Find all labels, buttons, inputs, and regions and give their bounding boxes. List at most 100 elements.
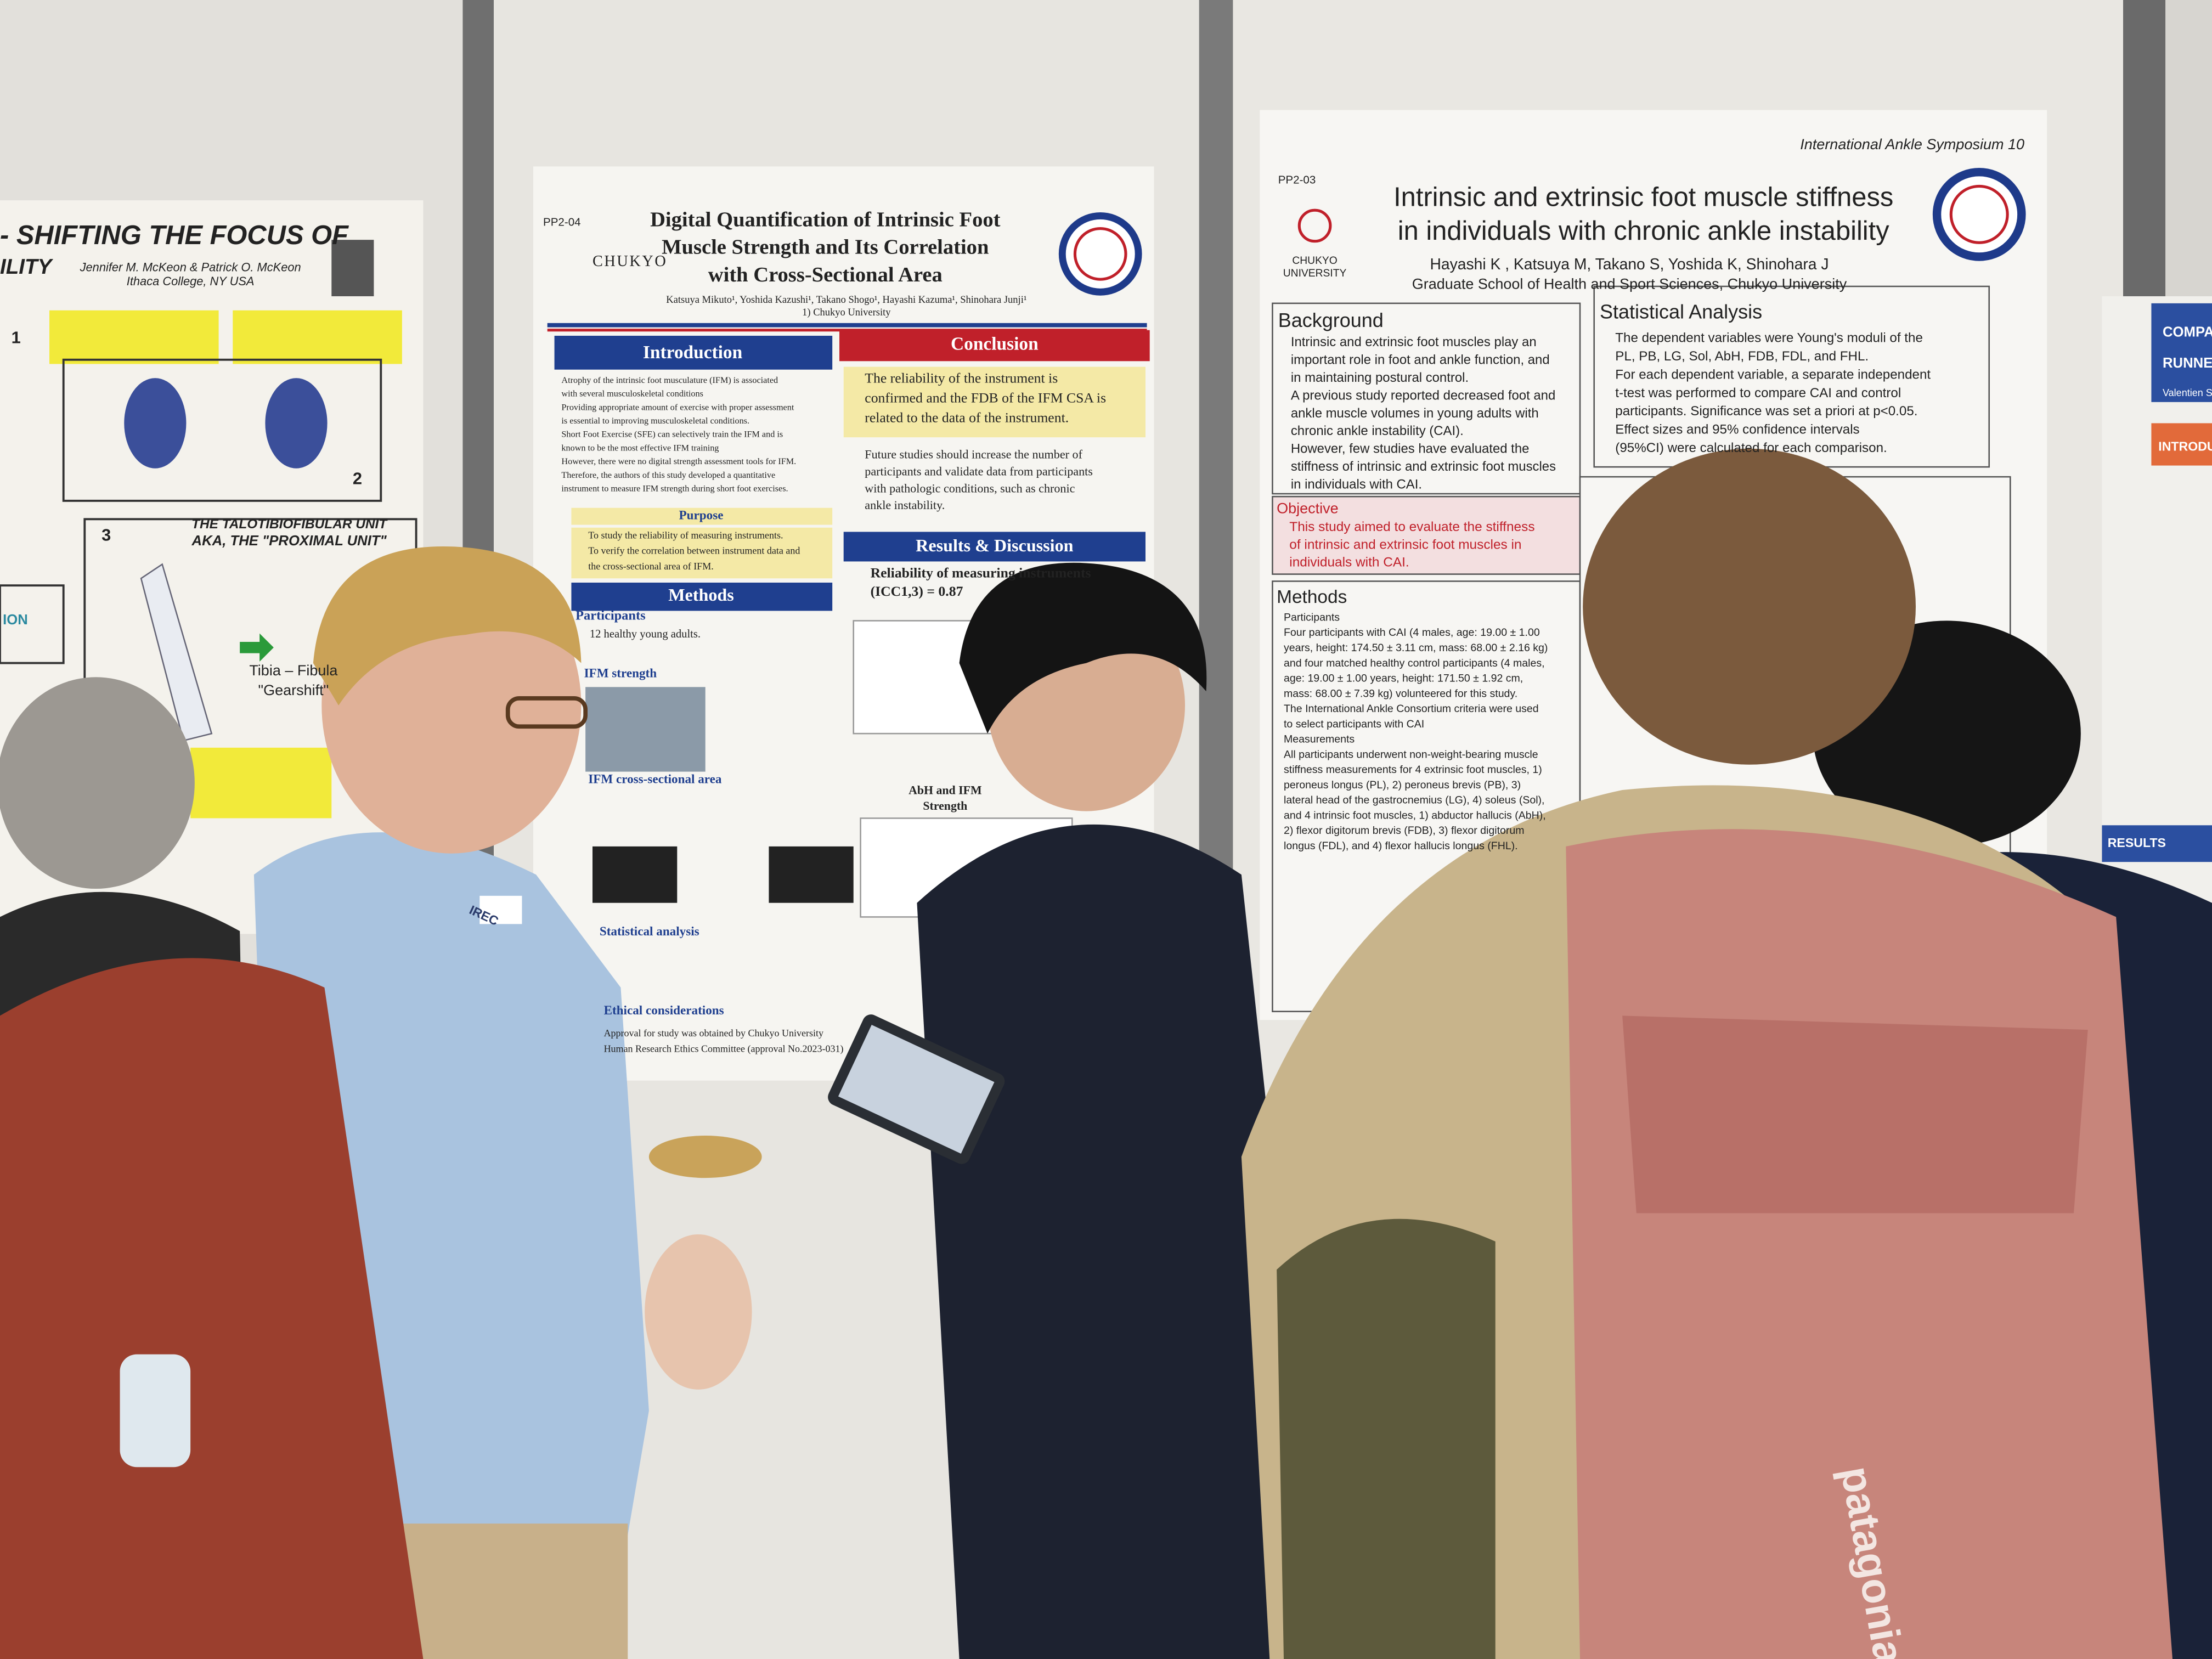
poster-text: 12 healthy young adults.: [590, 628, 701, 640]
poster-line: mass: 68.00 ± 7.39 kg) volunteered for t…: [1284, 687, 1517, 699]
poster-line: ankle muscle volumes in young adults wit…: [1291, 406, 1539, 421]
poster-line: t-test was performed to compare CAI and …: [1615, 386, 1901, 400]
poster-line: The reliability of the instrument is: [865, 370, 1058, 386]
poster-line: Digital Quantification of Intrinsic Foot: [650, 208, 1001, 232]
poster-line: The International Ankle Consortium crite…: [1284, 703, 1539, 715]
poster-line: Providing appropriate amount of exercise…: [561, 402, 794, 412]
poster-line: stiffness measurements for 4 extrinsic f…: [1284, 764, 1542, 776]
poster-line: important role in foot and ankle functio…: [1291, 353, 1550, 368]
section-heading: Objective: [1277, 500, 1339, 516]
poster-line: to select participants with CAI: [1284, 718, 1424, 730]
poster-line: Intrinsic and extrinsic foot muscle stif…: [1393, 182, 1893, 212]
poster-text: Participants: [575, 608, 645, 623]
logo: [1949, 184, 2009, 244]
poster-line: Measurements: [1284, 733, 1355, 746]
poster-line: Short Foot Exercise (SFE) can selectivel…: [561, 430, 783, 439]
poster-line: age: 19.00 ± 1.00 years, height: 171.50 …: [1284, 673, 1523, 685]
poster-line: Approval for study was obtained by Chuky…: [604, 1028, 823, 1039]
poster-line: However, there were no digital strength …: [561, 456, 796, 466]
poster-text: AKA, THE "PROXIMAL UNIT": [191, 533, 387, 549]
note-box: [190, 747, 332, 819]
poster-line: Muscle Strength and Its Correlation: [662, 236, 989, 259]
section-heading: Introduction: [643, 342, 743, 363]
poster-line: is essential to improving musculoskeleta…: [561, 416, 749, 426]
logo: [1932, 168, 2026, 261]
highlight-box: [843, 366, 1146, 438]
foot-model: [124, 378, 187, 469]
poster-line: UNIVERSITY: [1283, 268, 1347, 279]
logo: [1073, 227, 1127, 281]
section-heading: Background: [1278, 309, 1384, 331]
section-box: [1593, 285, 1990, 468]
section-heading: Statistical Analysis: [1600, 300, 1762, 323]
poster-text: Valentien Spa: [2163, 387, 2212, 398]
figure-frame: [0, 584, 65, 664]
poster-line: related to the data of the instrument.: [865, 410, 1069, 426]
poster-line: Atrophy of the intrinsic foot musculatur…: [561, 375, 778, 385]
poster-line: The dependent variables were Young's mod…: [1615, 331, 1923, 346]
poster-line: in individuals with CAI.: [1291, 477, 1422, 492]
poster-text: Hayashi K , Katsuya M, Takano S, Yoshida…: [1430, 255, 1829, 273]
poster-line: Reliability of measuring instruments: [871, 565, 1091, 580]
ultrasound: [592, 846, 678, 903]
highlight-box: [571, 507, 833, 525]
poster-text: INTRODUCTI: [2158, 439, 2212, 453]
heading-bar: [2102, 825, 2212, 862]
poster-title: - SHIFTING THE FOCUS OF: [0, 221, 349, 250]
poster-text: IFM strength: [584, 666, 657, 680]
arrow: [240, 633, 274, 662]
photo: [585, 687, 706, 772]
poster-text: Ithaca College, NY USA: [127, 274, 255, 288]
heading-bar: [571, 583, 833, 611]
rule: [547, 323, 1147, 328]
poster-line: and four matched healthy control partici…: [1284, 657, 1545, 669]
section-heading: Methods: [1277, 587, 1347, 607]
poster-line: Intrinsic and extrinsic foot muscles pla…: [1291, 335, 1537, 349]
poster-line: CHUKYO: [1292, 255, 1337, 267]
poster-text: THE TALOTIBIOFIBULAR UNIT: [191, 517, 388, 532]
poster-line: (95%CI) were calculated for each compari…: [1615, 441, 1887, 455]
poster-line: Strength: [923, 799, 967, 812]
poster-line: Therefore, the authors of this study dev…: [561, 470, 775, 480]
section-box: [1272, 302, 1581, 495]
poster-line: in maintaining postural control.: [1291, 370, 1469, 385]
poster-line: (ICC1,3) = 0.87: [871, 583, 963, 599]
poster-line: For each dependent variable, a separate …: [1615, 367, 1931, 382]
poster-line: years, height: 174.50 ± 3.11 cm, mass: 6…: [1284, 642, 1548, 654]
figure: [331, 240, 374, 296]
poster-text: Jennifer M. McKeon & Patrick O. McKeon: [80, 260, 301, 274]
poster-text: COMPARI: [2163, 325, 2212, 340]
poster-line: with Cross-Sectional Area: [708, 263, 943, 286]
person-beige: [1241, 448, 2172, 1659]
poster-text: RESULTS: [2108, 836, 2166, 850]
poster-line: 2) flexor digitorum brevis (FDB), 3) fle…: [1284, 825, 1525, 837]
poster-text: PP2-03: [1278, 174, 1316, 187]
section-heading: Purpose: [679, 508, 724, 522]
poster-text: Graduate School of Health and Sport Scie…: [1412, 276, 1847, 292]
heading-bar: [2151, 423, 2212, 466]
poster-line: chronic ankle instability (CAI).: [1291, 424, 1464, 438]
poster-line: Four participants with CAI (4 males, age…: [1284, 627, 1540, 639]
note-box: [49, 310, 219, 364]
poster-line: This study aimed to evaluate the stiffne…: [1289, 520, 1534, 534]
poster-text: "Gearshift": [258, 682, 329, 698]
foot-model: [265, 378, 328, 469]
poster-line: Effect sizes and 95% confidence interval…: [1615, 422, 1859, 437]
poster-line: To verify the correlation between instru…: [588, 545, 800, 556]
poster-line: known to be the most effective IFM train…: [561, 443, 719, 453]
poster-text: Katsuya Mikuto¹, Yoshida Kazushi¹, Takan…: [666, 295, 1026, 306]
ultrasound: [769, 846, 854, 903]
poster-line: participants and validate data from part…: [865, 465, 1093, 478]
poster-text: IFM cross-sectional area: [588, 772, 722, 786]
poster-line: ankle instability.: [865, 498, 945, 512]
poster-title: ILITY: [0, 255, 54, 279]
poster-text: Statistical analysis: [600, 924, 699, 939]
poster-line: Future studies should increase the numbe…: [865, 448, 1082, 461]
poster-text: ION: [3, 612, 28, 628]
poster-line: participants. Significance was set a pri…: [1615, 404, 1917, 419]
poster-text: Tibia – Fibula: [249, 662, 338, 679]
logo-text: CHUKYO: [592, 253, 667, 270]
poster-line: and 4 intrinsic foot muscles, 1) abducto…: [1284, 809, 1546, 821]
note-box: [233, 310, 402, 364]
